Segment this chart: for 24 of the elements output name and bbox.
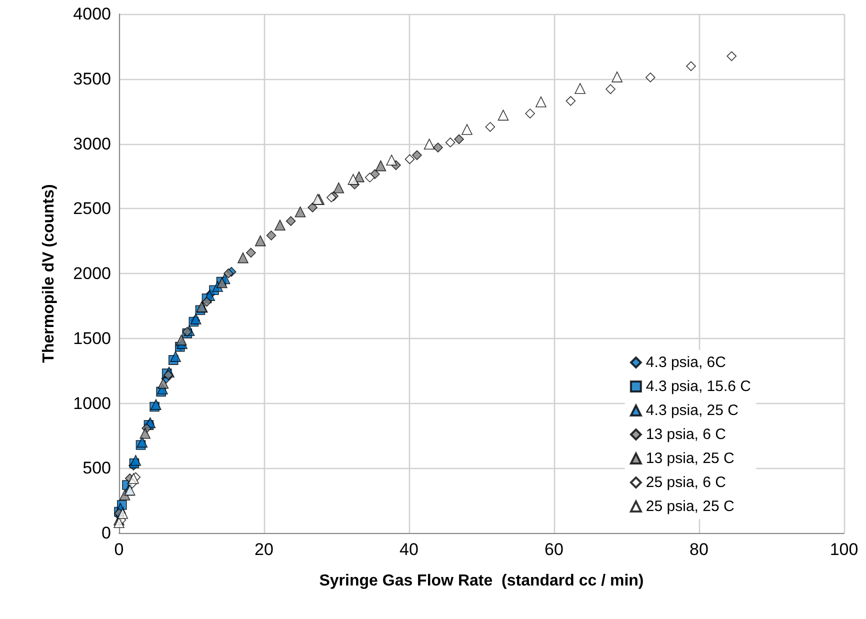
y-tick-label: 3000 <box>73 134 111 154</box>
legend-label: 25 psia, 25 C <box>646 498 734 515</box>
x-axis-title: Syringe Gas Flow Rate (standard cc / min) <box>319 572 644 590</box>
x-tick-label: 0 <box>114 540 124 559</box>
y-tick-label: 3500 <box>73 69 111 88</box>
x-tick-label: 60 <box>544 540 564 559</box>
legend-label: 4.3 psia, 6C <box>646 354 726 371</box>
y-tick-label: 2500 <box>73 199 111 218</box>
legend-label: 4.3 psia, 15.6 C <box>646 378 752 395</box>
x-tick-label: 80 <box>690 540 708 559</box>
legend-label: 13 psia, 6 C <box>646 426 726 443</box>
y-tick-label: 500 <box>82 458 111 478</box>
legend-label: 13 psia, 25 C <box>646 450 734 467</box>
y-tick-label: 1500 <box>73 328 111 348</box>
x-tick-label: 20 <box>254 540 274 559</box>
y-tick-label: 0 <box>102 524 111 542</box>
y-axis-title: Thermopile dV (counts) <box>40 184 58 363</box>
y-tick-label: 4000 <box>73 4 111 24</box>
legend-label: 25 psia, 6 C <box>646 474 726 491</box>
legend-label: 4.3 psia, 25 C <box>646 402 739 419</box>
y-tick-label: 2000 <box>73 264 111 283</box>
x-tick-label: 40 <box>400 540 418 559</box>
y-tick-label: 1000 <box>73 394 111 413</box>
x-tick-label: 100 <box>830 540 858 559</box>
